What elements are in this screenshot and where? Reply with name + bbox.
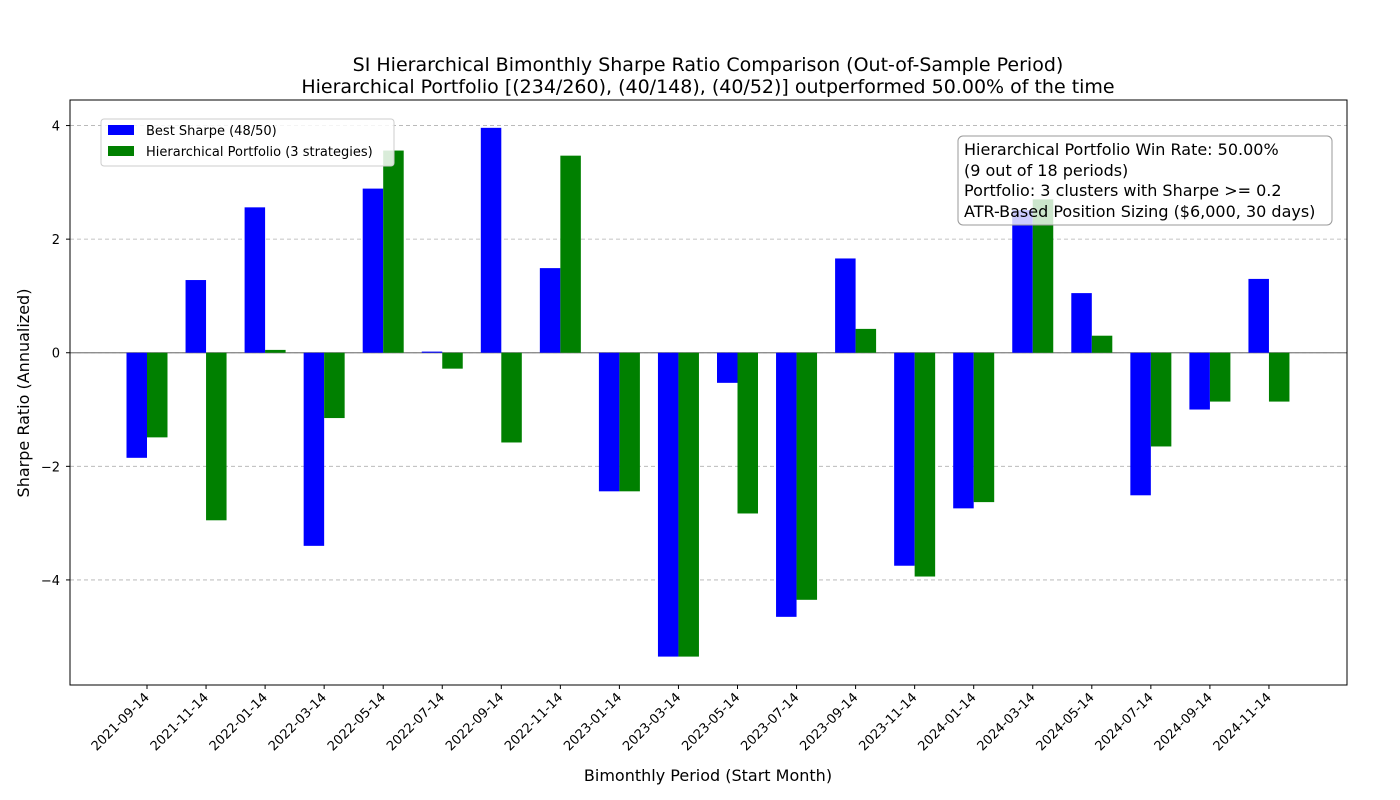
bar-best-sharpe xyxy=(598,352,620,492)
legend-swatch-hierarchical xyxy=(108,146,134,156)
legend: Best Sharpe (48/50) Hierarchical Portfol… xyxy=(100,118,395,167)
chart-subtitle: Hierarchical Portfolio [(234/260), (40/1… xyxy=(301,76,1114,98)
y-tick-label: −4 xyxy=(41,574,60,589)
annotation-line-3: Portfolio: 3 clusters with Sharpe >= 0.2 xyxy=(964,181,1282,200)
x-tick-label: 2022-09-14 xyxy=(443,690,507,754)
bar-hierarchical xyxy=(1091,335,1113,353)
legend-swatch-best-sharpe xyxy=(108,125,134,135)
bar-hierarchical xyxy=(1209,352,1231,402)
bar-best-sharpe xyxy=(835,258,856,353)
bar-best-sharpe xyxy=(126,352,147,458)
bar-best-sharpe xyxy=(1189,352,1210,410)
bar-best-sharpe xyxy=(1071,293,1092,353)
bar-best-sharpe xyxy=(421,351,443,353)
bar-hierarchical xyxy=(737,352,758,514)
bar-best-sharpe xyxy=(1012,210,1033,353)
bar-hierarchical xyxy=(265,349,286,353)
bar-hierarchical xyxy=(1150,352,1172,447)
bar-best-sharpe xyxy=(480,127,502,353)
bar-best-sharpe xyxy=(303,352,325,546)
bar-best-sharpe xyxy=(1248,278,1269,353)
x-tick-label: 2024-05-14 xyxy=(1034,690,1098,754)
bar-hierarchical xyxy=(855,328,877,353)
bar-hierarchical xyxy=(619,352,640,492)
x-tick-label: 2022-11-14 xyxy=(502,690,566,754)
bar-hierarchical xyxy=(206,352,227,521)
bar-best-sharpe xyxy=(953,352,974,509)
legend-label-best-sharpe: Best Sharpe (48/50) xyxy=(146,124,277,139)
bar-hierarchical xyxy=(914,352,936,577)
bar-hierarchical xyxy=(973,352,995,503)
bar-hierarchical xyxy=(383,150,404,353)
bar-hierarchical xyxy=(501,352,522,443)
y-tick-label: 4 xyxy=(52,120,60,135)
bar-best-sharpe xyxy=(185,280,207,353)
annotation-frame xyxy=(957,135,1333,226)
x-tick-label: 2024-01-14 xyxy=(915,690,979,754)
x-tick-label: 2021-09-14 xyxy=(89,690,153,754)
y-tick-label: 2 xyxy=(52,233,60,248)
x-tick-label: 2024-11-14 xyxy=(1211,690,1275,754)
y-tick-label: −2 xyxy=(41,460,60,475)
x-tick-label: 2023-11-14 xyxy=(856,690,920,754)
x-tick-label: 2022-03-14 xyxy=(266,690,330,754)
bar-hierarchical xyxy=(147,352,168,438)
bar-best-sharpe xyxy=(657,352,679,657)
bars xyxy=(126,127,1290,657)
x-tick-label: 2023-01-14 xyxy=(561,690,625,754)
x-tick-label: 2024-07-14 xyxy=(1093,690,1157,754)
x-tick-label: 2023-03-14 xyxy=(620,690,684,754)
x-tick-label: 2024-09-14 xyxy=(1152,690,1216,754)
bar-best-sharpe xyxy=(362,188,384,353)
x-tick-label: 2022-01-14 xyxy=(207,690,271,754)
x-tick-label: 2023-05-14 xyxy=(679,690,743,754)
annotation-box: Hierarchical Portfolio Win Rate: 50.00% … xyxy=(957,135,1333,226)
x-tick-label: 2022-05-14 xyxy=(325,690,389,754)
bar-best-sharpe xyxy=(776,352,797,617)
x-tick-label: 2023-07-14 xyxy=(738,690,802,754)
x-tick-label: 2023-09-14 xyxy=(797,690,861,754)
y-tick-label: 0 xyxy=(52,347,60,362)
bar-hierarchical xyxy=(796,352,818,600)
bar-hierarchical xyxy=(560,155,581,353)
bar-hierarchical xyxy=(1268,352,1290,402)
legend-label-hierarchical: Hierarchical Portfolio (3 strategies) xyxy=(146,145,373,160)
bar-hierarchical xyxy=(678,352,699,657)
bar-hierarchical xyxy=(324,352,345,419)
annotation-line-4: ATR-Based Position Sizing ($6,000, 30 da… xyxy=(964,202,1315,221)
x-tick-label: 2021-11-14 xyxy=(148,690,212,754)
annotation-line-1: Hierarchical Portfolio Win Rate: 50.00% xyxy=(964,140,1279,159)
bar-best-sharpe xyxy=(894,352,915,566)
bar-best-sharpe xyxy=(244,207,266,353)
bar-hierarchical xyxy=(1032,199,1054,353)
x-axis-label: Bimonthly Period (Start Month) xyxy=(584,766,832,785)
x-tick-label: 2024-03-14 xyxy=(975,690,1039,754)
bar-best-sharpe xyxy=(1130,352,1151,496)
annotation-line-2: (9 out of 18 periods) xyxy=(964,161,1128,180)
plot-frame xyxy=(69,99,1348,686)
bar-hierarchical xyxy=(442,352,463,369)
bar-best-sharpe xyxy=(717,352,738,383)
bar-best-sharpe xyxy=(539,268,561,353)
x-tick-label: 2022-07-14 xyxy=(384,690,448,754)
legend-box xyxy=(100,118,395,167)
chart-title: SI Hierarchical Bimonthly Sharpe Ratio C… xyxy=(353,54,1064,76)
y-axis-label: Sharpe Ratio (Annualized) xyxy=(14,289,33,498)
